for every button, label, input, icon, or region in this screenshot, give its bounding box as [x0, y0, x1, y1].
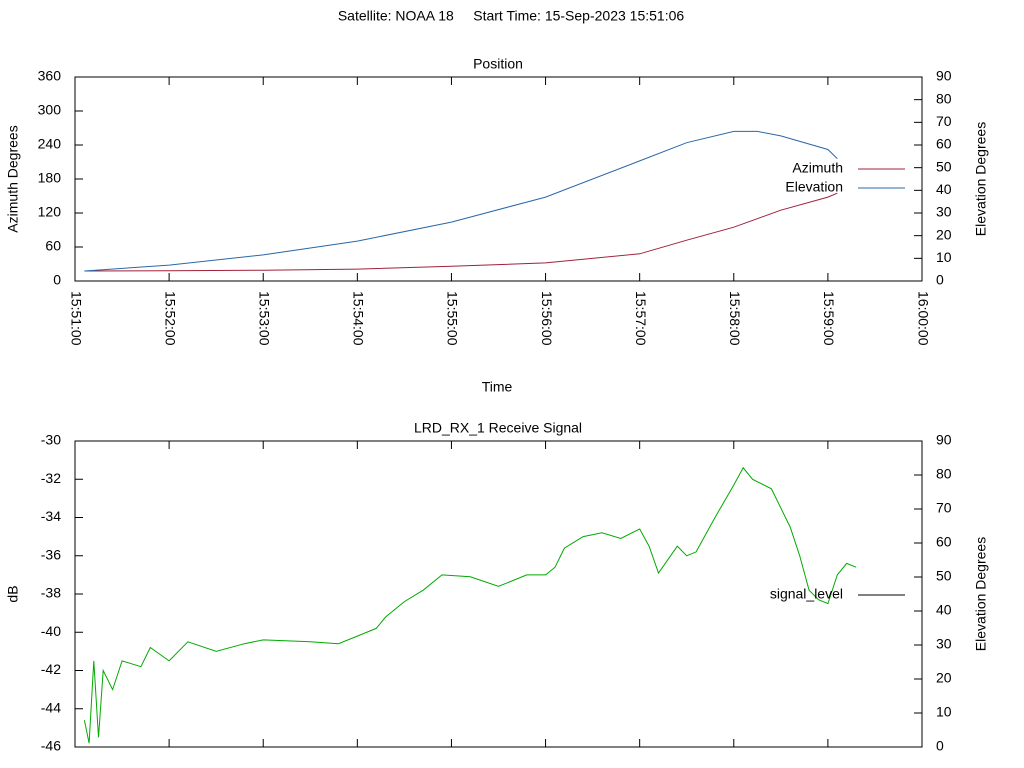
x-tick-label: 15:52:00	[162, 291, 178, 346]
y-tick-label: 240	[38, 136, 62, 152]
y-tick-label: 360	[38, 68, 62, 84]
y-tick-label: -36	[41, 546, 61, 562]
y-tick-label: -30	[41, 432, 61, 448]
y2-tick-label: 80	[936, 90, 952, 106]
y2-tick-label: 80	[936, 466, 952, 482]
x-tick-label: 15:54:00	[351, 291, 367, 346]
y-axis-label: Azimuth Degrees	[5, 125, 21, 232]
series-line	[84, 192, 838, 272]
y2-tick-label: 0	[936, 738, 944, 754]
x-axis-label: Time	[482, 379, 513, 395]
y-axis-label: dB	[5, 585, 21, 602]
legend-label: Elevation	[785, 179, 843, 195]
x-tick-label: 16:00:00	[915, 291, 931, 346]
y2-tick-label: 70	[936, 113, 952, 129]
x-tick-label: 15:55:00	[445, 291, 461, 346]
y2-tick-label: 60	[936, 534, 952, 550]
y-tick-label: -42	[41, 661, 61, 677]
y2-axis-label: Elevation Degrees	[973, 537, 989, 651]
suptitle: Satellite: NOAA 18 Start Time: 15-Sep-20…	[338, 8, 685, 24]
y2-tick-label: 30	[936, 204, 952, 220]
y-tick-label: -44	[41, 699, 61, 715]
y2-tick-label: 40	[936, 602, 952, 618]
y2-tick-label: 50	[936, 568, 952, 584]
y-tick-label: 300	[38, 102, 62, 118]
y2-tick-label: 40	[936, 181, 952, 197]
x-tick-label: 15:58:00	[727, 291, 743, 346]
y2-tick-label: 30	[936, 636, 952, 652]
y-tick-label: -40	[41, 623, 61, 639]
y2-tick-label: 10	[936, 249, 952, 265]
legend-label: signal_level	[770, 586, 843, 602]
series-line	[84, 130, 838, 272]
y2-tick-label: 50	[936, 158, 952, 174]
legend-label: Azimuth	[792, 160, 843, 176]
y-tick-label: 60	[45, 238, 61, 254]
chart-title: Position	[473, 56, 523, 72]
x-tick-label: 15:57:00	[633, 291, 649, 346]
y2-tick-label: 60	[936, 136, 952, 152]
series-line	[83, 466, 857, 744]
y2-tick-label: 90	[936, 432, 952, 448]
x-tick-label: 15:56:00	[539, 291, 555, 346]
y-tick-label: 0	[53, 272, 61, 288]
y-tick-label: -34	[41, 508, 61, 524]
y-tick-label: -46	[41, 738, 61, 754]
y2-tick-label: 10	[936, 704, 952, 720]
y2-tick-label: 90	[936, 68, 952, 84]
y-tick-label: -32	[41, 470, 61, 486]
chart-title: LRD_RX_1 Receive Signal	[414, 420, 582, 436]
y2-tick-label: 70	[936, 500, 952, 516]
y2-tick-label: 20	[936, 226, 952, 242]
y-tick-label: 120	[38, 204, 62, 220]
y2-axis-label: Elevation Degrees	[973, 122, 989, 236]
y-tick-label: -38	[41, 585, 61, 601]
y-tick-label: 180	[38, 170, 62, 186]
y2-tick-label: 20	[936, 670, 952, 686]
y2-tick-label: 0	[936, 272, 944, 288]
x-tick-label: 15:53:00	[257, 291, 273, 346]
x-tick-label: 15:51:00	[68, 291, 84, 346]
x-tick-label: 15:59:00	[821, 291, 837, 346]
